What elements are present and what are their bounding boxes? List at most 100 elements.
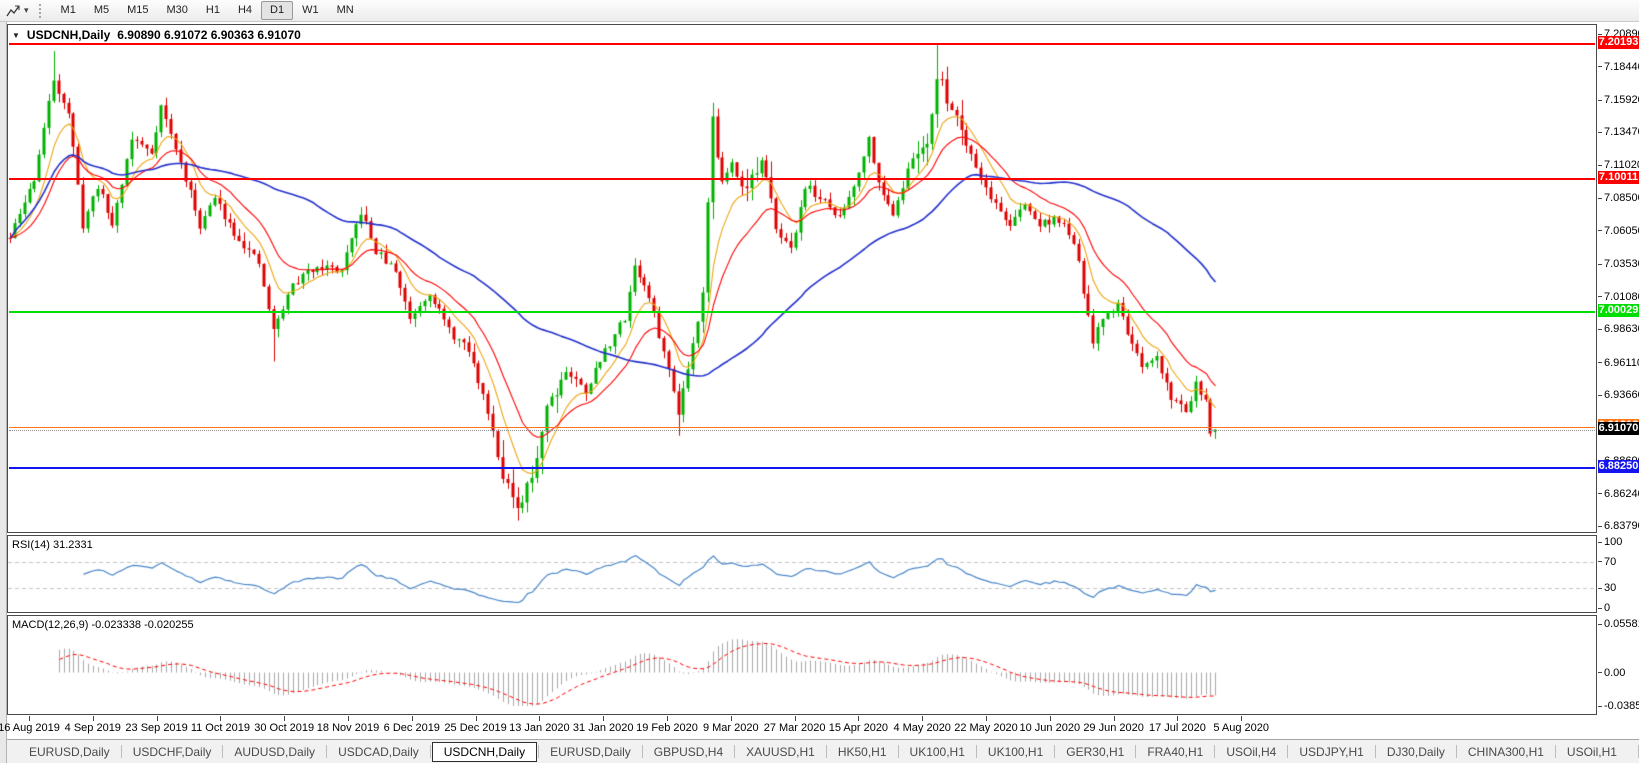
current-price-line	[9, 430, 1595, 432]
macd-axis-label: 0.00	[1598, 667, 1625, 679]
rsi-chart-canvas[interactable]	[8, 536, 1596, 612]
date-tick	[156, 716, 158, 721]
tab-separator	[975, 745, 977, 758]
chart-expand-icon[interactable]: ▼	[12, 30, 20, 40]
chart-title: ▼ USDCNH,Daily 6.90890 6.91072 6.90363 6…	[12, 28, 301, 42]
horizontal-line-7.20193[interactable]	[9, 43, 1595, 46]
timeframe-button-h1[interactable]: H1	[205, 4, 220, 16]
tab-uk100-h1-9[interactable]: UK100,H1	[909, 744, 965, 759]
main-chart-panel[interactable]: ▼ USDCNH,Daily 6.90890 6.91072 6.90363 6…	[7, 24, 1597, 533]
timeframe-button-mn[interactable]: MN	[336, 4, 354, 16]
chart-tab-bar: EURUSD,Daily USDCHF,Daily AUDUSD,Daily USDC…	[7, 739, 1639, 763]
date-axis-label: 6 Dec 2019	[383, 722, 440, 734]
horizontal-line-7.00029[interactable]	[9, 310, 1595, 313]
tab-usdjpy-h1-14[interactable]: USDJPY,H1	[1299, 744, 1364, 759]
price-badge-6.88250: 6.88250	[1598, 459, 1639, 473]
toolbar-grip[interactable]	[38, 3, 41, 18]
tab-ger30-h1-11[interactable]: GER30,H1	[1066, 744, 1125, 759]
date-tick	[794, 716, 796, 721]
macd-chart-canvas[interactable]	[8, 616, 1596, 714]
price-axis-label: 7.13470	[1598, 126, 1639, 138]
price-axis-label: 7.06050	[1598, 225, 1639, 237]
tab-separator	[1637, 745, 1639, 758]
tab-usoil-h1-17[interactable]: USOil,H1	[1566, 744, 1617, 759]
tab-xauusd-h1-7[interactable]: XAUUSD,H1	[746, 744, 815, 759]
tab-fra40-h1-12[interactable]: FRA40,H1	[1147, 744, 1204, 759]
chart-type-dropdown-icon[interactable]: ▾	[24, 5, 29, 15]
date-axis-label: 9 Mar 2020	[702, 722, 759, 734]
date-axis-label: 4 Sep 2019	[64, 722, 121, 734]
rsi-indicator-panel[interactable]: RSI(14) 31.2331	[7, 535, 1597, 613]
tab-separator	[1374, 745, 1376, 758]
date-axis-label: 17 Jul 2020	[1148, 722, 1206, 734]
tab-china300-h1-16[interactable]: CHINA300,H1	[1467, 744, 1544, 759]
price-axis-label: 7.08500	[1598, 192, 1639, 204]
macd-indicator-panel[interactable]: MACD(12,26,9) -0.023338 -0.020255	[7, 615, 1597, 715]
tab-uk100-h1-10[interactable]: UK100,H1	[987, 744, 1044, 759]
tab-separator	[1554, 745, 1556, 758]
price-axis-label: 6.96110	[1598, 357, 1639, 369]
date-axis-label: 13 Jan 2020	[509, 722, 570, 734]
tab-separator	[429, 745, 431, 758]
tab-separator	[897, 745, 899, 758]
date-tick	[1241, 716, 1243, 721]
date-tick	[1177, 716, 1179, 721]
date-tick	[1113, 716, 1115, 721]
date-tick	[92, 716, 94, 721]
tab-hk50-h1-8[interactable]: HK50,H1	[837, 744, 887, 759]
date-tick	[348, 716, 349, 721]
tab-usdchf-daily-1[interactable]: USDCHF,Daily	[132, 744, 212, 759]
tab-eurusd-daily-5[interactable]: EURUSD,Daily	[550, 744, 631, 759]
price-axis-label: 6.93660	[1598, 389, 1639, 401]
timeframe-button-m5[interactable]: M5	[93, 4, 110, 16]
date-axis-label: 16 Aug 2019	[0, 722, 60, 734]
date-tick	[475, 716, 477, 721]
charts-toolbar-icon[interactable]	[5, 4, 21, 18]
tab-separator	[734, 745, 736, 758]
date-axis-label: 19 Feb 2020	[636, 722, 698, 734]
chart-ohlc-values: 6.90890 6.91072 6.90363 6.91070	[117, 28, 301, 42]
tab-eurusd-daily-0[interactable]: EURUSD,Daily	[29, 744, 110, 759]
rsi-axis-label: 0	[1598, 602, 1610, 614]
rsi-indicator-label: RSI(14) 31.2331	[12, 539, 93, 551]
timeframe-button-m30[interactable]: M30	[166, 4, 188, 16]
horizontal-line-6.88250[interactable]	[9, 466, 1595, 469]
date-tick	[284, 716, 286, 721]
candlestick-chart-canvas[interactable]	[8, 25, 1596, 532]
price-axis-label: 7.03530	[1598, 258, 1639, 270]
date-axis-label: 4 May 2020	[893, 722, 951, 734]
date-tick	[858, 716, 860, 721]
price-axis-label: 6.83790	[1598, 520, 1639, 532]
date-axis-label: 23 Sep 2019	[125, 722, 188, 734]
date-axis-label: 5 Aug 2020	[1213, 722, 1270, 734]
price-axis-label: 7.15920	[1598, 94, 1639, 106]
macd-indicator-label: MACD(12,26,9) -0.023338 -0.020255	[12, 619, 194, 631]
timeframe-button-h4[interactable]: H4	[237, 4, 253, 16]
date-tick	[986, 716, 987, 721]
horizontal-line-7.10011[interactable]	[9, 178, 1595, 181]
tab-gbpusd-h4-6[interactable]: GBPUSD,H4	[653, 744, 724, 759]
macd-axis-label: 0.05581	[1598, 618, 1639, 630]
price-axis-label: 7.01080	[1598, 291, 1639, 303]
timeframe-button-d1[interactable]: D1	[261, 1, 294, 20]
tab-separator	[1214, 745, 1216, 758]
date-axis-label: 30 Oct 2019	[254, 722, 315, 734]
macd-axis-label: -0.038524	[1598, 700, 1639, 712]
tab-separator	[1287, 745, 1289, 758]
timeframe-button-w1[interactable]: W1	[302, 4, 319, 16]
tab-usoil-h4-13[interactable]: USOil,H4	[1226, 744, 1277, 759]
price-axis-label: 6.86240	[1598, 488, 1639, 500]
tab-audusd-daily-2[interactable]: AUDUSD,Daily	[234, 744, 316, 759]
tab-usdcnh-daily-4[interactable]: USDCNH,Daily	[431, 741, 538, 762]
timeframe-button-m15[interactable]: M15	[127, 4, 149, 16]
timeframe-button-m1[interactable]: M1	[60, 4, 76, 16]
price-axis-label: 6.98630	[1598, 323, 1639, 335]
date-axis-label: 10 Jun 2020	[1019, 722, 1081, 734]
tab-separator	[1054, 745, 1056, 758]
tab-separator	[641, 745, 643, 758]
horizontal-line-6.91318[interactable]	[9, 427, 1595, 429]
price-axis-label: 7.11020	[1598, 159, 1639, 171]
tab-dj30-daily-15[interactable]: DJ30,Daily	[1386, 744, 1445, 759]
tab-usdcad-daily-3[interactable]: USDCAD,Daily	[338, 744, 419, 759]
